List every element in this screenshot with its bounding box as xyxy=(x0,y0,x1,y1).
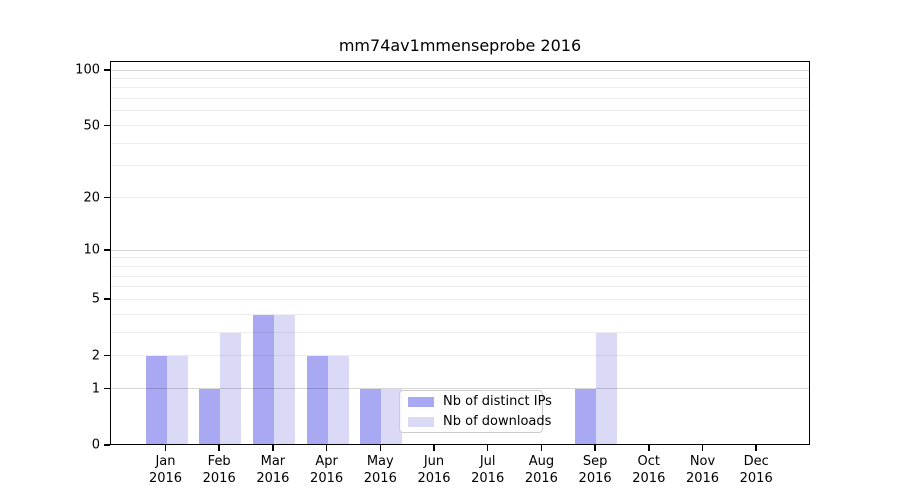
minor-gridline xyxy=(111,331,809,333)
y-tick-mark xyxy=(104,124,110,127)
bar-downloads-apr xyxy=(327,356,349,444)
y-tick-label: 2 xyxy=(91,348,100,364)
minor-gridline xyxy=(111,265,809,267)
y-tick-mark xyxy=(104,387,110,390)
bar-distinct-ips-feb xyxy=(199,389,221,444)
x-tick-mark xyxy=(594,445,596,451)
y-tick-mark xyxy=(104,69,110,71)
bar-downloads-feb xyxy=(220,332,242,444)
y-tick-label: 20 xyxy=(83,190,100,206)
y-tick-label: 0 xyxy=(91,437,100,453)
x-tick-mark xyxy=(648,445,650,451)
x-tick-mark xyxy=(540,445,543,451)
y-tick-label: 50 xyxy=(83,118,100,134)
x-tick-label: Oct 2016 xyxy=(632,454,666,486)
bar-distinct-ips-sep xyxy=(575,389,597,444)
bar-distinct-ips-apr xyxy=(306,356,328,444)
bar-downloads-sep xyxy=(596,332,618,444)
legend-swatch-distinct-ips xyxy=(408,396,434,407)
y-tick-label: 10 xyxy=(83,242,100,258)
y-tick-mark xyxy=(104,298,110,300)
y-tick-mark xyxy=(104,196,110,199)
y-tick-mark xyxy=(104,444,110,446)
x-tick-mark xyxy=(486,445,489,451)
x-tick-label: Mar 2016 xyxy=(256,454,290,486)
bar-distinct-ips-mar xyxy=(252,314,274,444)
chart-title: mm74av1mmenseprobe 2016 xyxy=(338,36,582,55)
bar-downloads-mar xyxy=(273,314,295,444)
y-tick-label: 5 xyxy=(91,291,100,307)
minor-gridline xyxy=(111,142,809,144)
minor-gridline xyxy=(111,286,809,288)
x-tick-mark xyxy=(164,445,167,451)
legend: Nb of distinct IPs Nb of downloads xyxy=(399,390,552,433)
x-tick-mark xyxy=(325,445,328,451)
legend-label-downloads: Nb of downloads xyxy=(443,414,552,429)
x-tick-label: Apr 2016 xyxy=(310,454,344,486)
x-tick-label: Sep 2016 xyxy=(578,454,612,486)
legend-swatch-downloads xyxy=(408,416,434,427)
x-tick-mark xyxy=(755,445,757,451)
bar-distinct-ips-jan xyxy=(145,356,167,444)
x-tick-label: Jun 2016 xyxy=(417,454,451,486)
minor-gridline xyxy=(111,313,809,315)
minor-gridline xyxy=(111,197,809,199)
x-tick-mark xyxy=(433,445,435,451)
x-tick-label: Feb 2016 xyxy=(202,454,236,486)
x-tick-label: Aug 2016 xyxy=(524,454,558,486)
x-tick-label: May 2016 xyxy=(363,454,397,486)
x-tick-label: Dec 2016 xyxy=(739,454,773,486)
minor-gridline xyxy=(111,77,809,79)
legend-label-distinct-ips: Nb of distinct IPs xyxy=(443,394,552,409)
minor-gridline xyxy=(111,125,809,127)
minor-gridline xyxy=(111,275,809,277)
bar-distinct-ips-may xyxy=(360,389,382,444)
x-tick-mark xyxy=(272,445,274,451)
minor-gridline xyxy=(111,110,809,112)
major-gridline xyxy=(111,249,809,251)
x-tick-label: Nov 2016 xyxy=(685,454,720,486)
minor-gridline xyxy=(111,87,809,89)
minor-gridline xyxy=(111,298,809,300)
minor-gridline xyxy=(111,98,809,100)
y-tick-mark xyxy=(104,354,110,357)
x-tick-mark xyxy=(701,445,704,451)
y-tick-mark xyxy=(104,249,110,251)
major-gridline xyxy=(111,69,809,71)
x-tick-label: Jan 2016 xyxy=(148,454,183,486)
plot-area xyxy=(110,61,810,445)
legend-item-distinct-ips: Nb of distinct IPs xyxy=(408,394,552,409)
minor-gridline xyxy=(111,165,809,167)
major-gridline xyxy=(111,388,809,390)
y-tick-label: 1 xyxy=(91,381,100,397)
bar-downloads-jan xyxy=(166,356,188,444)
y-tick-label: 100 xyxy=(75,62,100,78)
bar-downloads-may xyxy=(381,389,403,444)
x-tick-mark xyxy=(218,445,220,451)
x-tick-mark xyxy=(379,445,382,451)
minor-gridline xyxy=(111,355,809,357)
legend-item-downloads: Nb of downloads xyxy=(408,414,551,429)
minor-gridline xyxy=(111,257,809,259)
x-tick-label: Jul 2016 xyxy=(471,454,505,486)
